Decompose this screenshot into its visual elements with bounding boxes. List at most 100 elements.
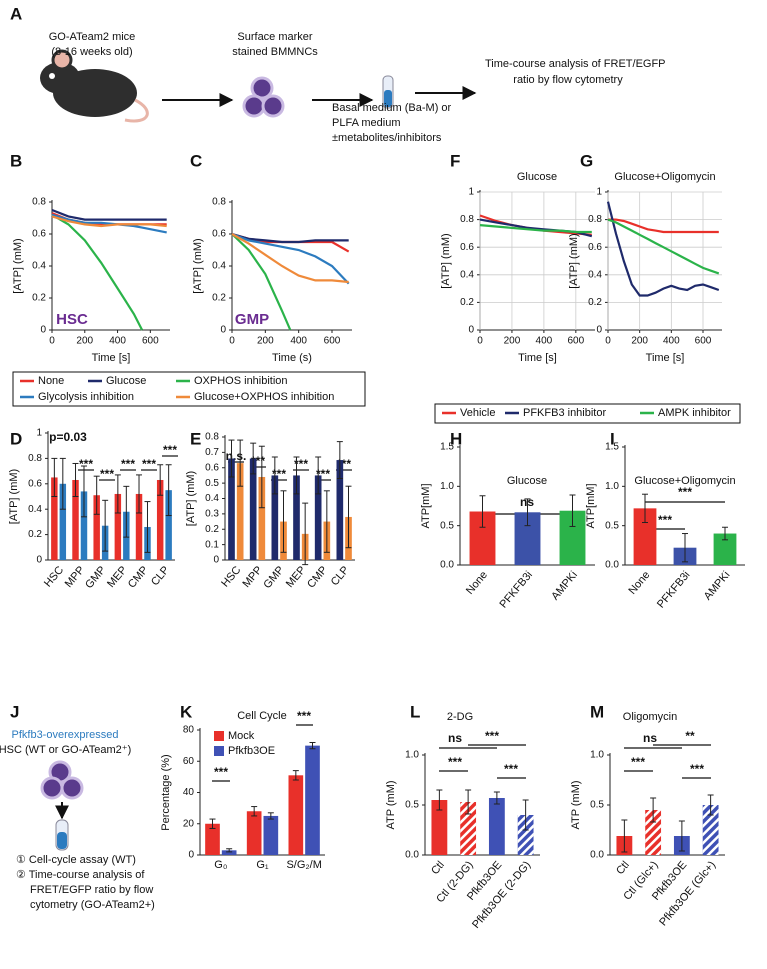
diagram-text: HSC (WT or GO-ATeam2⁺) — [0, 744, 131, 756]
panel-label: L — [410, 702, 420, 721]
chart-title: Glucose+Oligomycin — [614, 171, 715, 183]
y-tick-label: 0.4 — [32, 261, 46, 272]
x-tick-label: PFKFB3i — [498, 569, 535, 610]
y-tick-label: 0 — [468, 325, 474, 336]
legend-swatch — [214, 746, 224, 756]
y-tick-label: 1.0 — [605, 481, 619, 492]
diagram-text: stained BMMNCs — [232, 46, 318, 58]
bar — [236, 463, 244, 560]
line-series — [231, 233, 292, 331]
diagram-text: PLFA medium — [332, 117, 400, 129]
y-tick-label: 0.8 — [212, 197, 226, 208]
y-tick-label: 0.0 — [440, 560, 454, 571]
y-tick-label: 0 — [596, 325, 602, 336]
diagram-text: cytometry (GO-ATeam2+) — [30, 899, 155, 911]
bar — [51, 477, 58, 560]
bar — [165, 490, 172, 560]
x-tick-label: AMPKi — [702, 569, 733, 602]
bar-hatch — [460, 802, 477, 855]
bar — [488, 798, 505, 855]
x-tick-label: None — [464, 569, 490, 597]
y-tick-label: 1.5 — [440, 442, 454, 453]
x-tick-label: GMP — [261, 564, 286, 591]
x-tick-label: CLP — [329, 564, 352, 588]
bar — [80, 491, 88, 560]
panel-label: B — [10, 151, 22, 170]
legend-label: PFKFB3 inhibitor — [523, 407, 606, 419]
line-series — [231, 232, 349, 244]
line-series — [607, 218, 720, 275]
x-axis-label: Time [s] — [646, 352, 685, 364]
y-tick-label: 0 — [36, 555, 42, 566]
chart-title: Glucose — [507, 475, 547, 487]
diagram-text: Surface marker — [237, 31, 313, 43]
y-tick-label: 0.2 — [588, 297, 602, 308]
panel-label: G — [580, 151, 593, 170]
annotation: p=0.03 — [49, 430, 87, 444]
cell — [40, 776, 64, 800]
x-tick-label: MEP — [284, 564, 309, 590]
legend-label: Mock — [228, 730, 255, 742]
x-tick-label: G₀ — [214, 859, 227, 871]
bar — [314, 475, 322, 560]
annotation: *** — [678, 485, 692, 499]
legend-label: Vehicle — [460, 407, 495, 419]
bar — [305, 745, 320, 855]
bar — [221, 850, 237, 855]
y-axis-label: ATP (mM) — [570, 780, 582, 829]
chart-title: Oligomycin — [623, 711, 677, 723]
y-tick-label: 0 — [188, 850, 194, 861]
y-axis-label: ATP[mM] — [420, 483, 432, 528]
y-tick-label: 0.5 — [605, 520, 619, 531]
annotation: *** — [142, 457, 156, 471]
bar — [336, 460, 344, 560]
x-tick-label: 200 — [504, 336, 521, 347]
bar-hatch — [702, 805, 719, 855]
y-tick-label: 1.0 — [590, 750, 604, 761]
x-tick-label: AMPKi — [549, 569, 580, 602]
legend-label: Pfkfb3OE — [228, 745, 275, 757]
panel-label: C — [190, 151, 202, 170]
y-tick-label: 0.2 — [32, 293, 46, 304]
diagram-j: Pfkfb3-overexpressed HSC (WT or GO-ATeam… — [0, 729, 155, 911]
annotation: HSC — [56, 311, 88, 328]
diagram-text: Basal medium (Ba-M) or — [332, 102, 452, 114]
bar — [72, 479, 79, 560]
bar — [271, 475, 279, 560]
mouse-ear — [51, 49, 73, 71]
y-tick-label: 0.6 — [212, 229, 226, 240]
y-tick-label: 0.8 — [28, 453, 42, 464]
y-tick-label: 0.0 — [405, 850, 419, 861]
y-tick-label: 0.4 — [212, 261, 226, 272]
diagram-text: ① Cell-cycle assay (WT) — [16, 854, 136, 866]
x-tick-label: GMP — [83, 564, 108, 591]
y-tick-label: 0.6 — [460, 242, 474, 253]
cell — [60, 776, 84, 800]
y-tick-label: 0 — [213, 555, 219, 566]
diagram-text: ±metabolites/inhibitors — [332, 132, 442, 144]
panel-label: E — [190, 429, 201, 448]
x-tick-label: 400 — [109, 336, 126, 347]
legend-label: Glucose — [106, 375, 146, 387]
diagram-text: GO-ATeam2 mice — [49, 31, 136, 43]
x-tick-label: HSC — [42, 564, 66, 590]
annotation: ns — [643, 731, 657, 745]
x-tick-label: 200 — [76, 336, 93, 347]
y-tick-label: 0.2 — [460, 297, 474, 308]
panel-label: J — [10, 702, 19, 721]
mouse-head — [40, 62, 80, 94]
y-tick-label: 0.3 — [205, 509, 219, 520]
y-tick-label: 0.4 — [588, 269, 602, 280]
y-tick-label: 0.6 — [32, 229, 46, 240]
x-tick-label: 400 — [536, 336, 553, 347]
y-tick-label: 0.4 — [28, 504, 42, 515]
annotation: *** — [121, 457, 135, 471]
y-tick-label: 1 — [596, 187, 602, 198]
y-tick-label: 0.5 — [205, 478, 219, 489]
y-tick-label: 1.0 — [440, 481, 454, 492]
annotation: *** — [297, 709, 311, 723]
x-tick-label: S/G₂/M — [286, 859, 321, 871]
panel-label: H — [450, 429, 462, 448]
bar — [431, 800, 448, 855]
chart-title: Glucose — [517, 171, 557, 183]
